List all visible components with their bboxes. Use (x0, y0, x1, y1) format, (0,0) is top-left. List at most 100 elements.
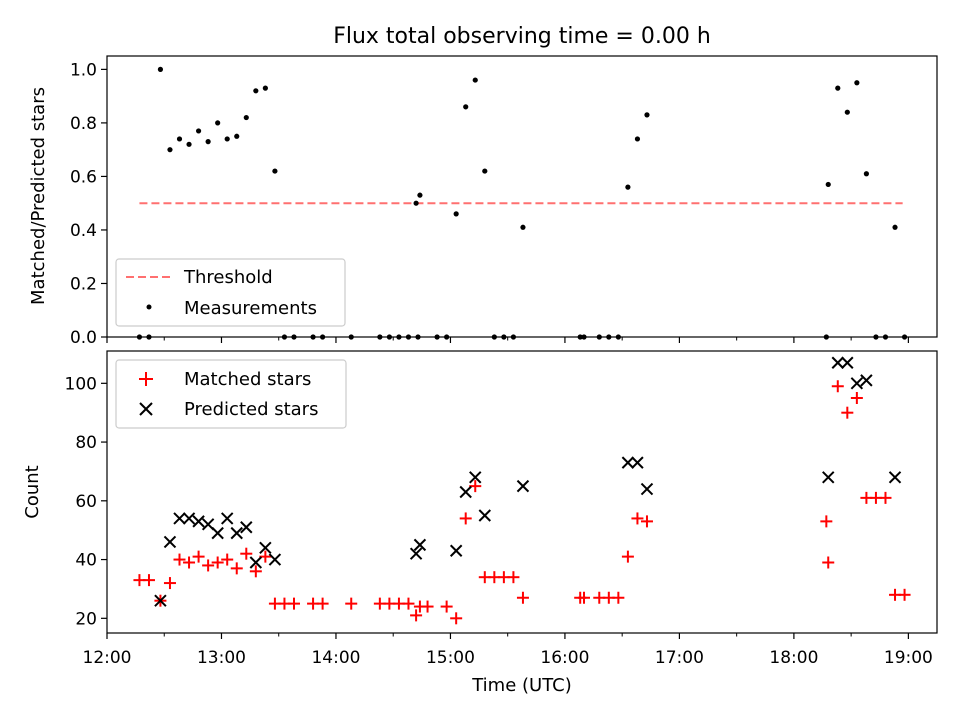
matched-star-point (240, 547, 253, 560)
legend-threshold-label: Threshold (183, 267, 273, 288)
top-axes-frame (106, 55, 938, 338)
predicted-star-point (459, 485, 472, 499)
matched-star-point (163, 577, 176, 590)
top-legend-box (115, 258, 346, 327)
bottom-y-tick-label: 60 (75, 492, 97, 512)
bottom-x-ticks: 12:00 13:00 14:00 15:00 16:00 17:00 18:00 19:00 (83, 633, 933, 668)
measurement-point (892, 224, 898, 230)
bottom-axes-frame (106, 350, 938, 634)
legend-measurements-label: Measurements (184, 298, 317, 319)
x-axis-label: Time (UTC) (471, 675, 572, 696)
measurement-point (253, 88, 259, 94)
bottom-y-tick-label: 80 (75, 433, 97, 453)
matched-star-point (316, 597, 329, 610)
measurement-point (625, 184, 631, 190)
predicted-star-point (631, 456, 644, 469)
matched-star-point (822, 556, 835, 569)
predicted-star-point (860, 374, 873, 387)
measurement-point (234, 133, 240, 139)
x-tick-label: 19:00 (884, 648, 933, 668)
bottom-legend: Matched stars Predicted stars (115, 359, 347, 429)
top-y-tick-label: 0.4 (70, 221, 97, 241)
predicted-star-point (516, 479, 530, 493)
measurement-point (863, 171, 870, 177)
measurement-point (453, 211, 459, 217)
legend-predicted-label: Predicted stars (184, 399, 318, 420)
top-y-ticks: 0.0 0.2 0.4 0.6 0.8 1.0 (70, 60, 107, 348)
x-tick-label: 16:00 (540, 648, 589, 668)
bottom-marks (133, 356, 911, 625)
matched-star-point (402, 597, 415, 610)
predicted-star-point (249, 556, 263, 569)
matched-star-point (173, 553, 186, 566)
bottom-y-ticks: 20 40 60 80 100 (65, 374, 107, 629)
matched-star-point (640, 515, 653, 528)
matched-star-point (142, 574, 155, 587)
measurement-point (472, 77, 478, 83)
predicted-star-point (268, 553, 282, 566)
matched-star-point (469, 480, 482, 493)
matched-star-point (459, 512, 472, 525)
chart-title: Flux total observing time = 0.00 h (333, 24, 711, 49)
predicted-star-point (841, 356, 854, 369)
x-tick-label: 12:00 (83, 648, 132, 668)
matched-star-point (578, 591, 591, 604)
predicted-star-point (413, 538, 427, 552)
matched-star-point (440, 600, 453, 613)
x-tick-label: 13:00 (197, 648, 246, 668)
legend-predicted-marker (139, 402, 153, 416)
predicted-star-point (640, 482, 654, 496)
bottom-legend-box (115, 359, 347, 429)
predicted-star-point (173, 512, 186, 525)
predicted-star-point (850, 377, 864, 390)
predicted-star-point (822, 471, 835, 484)
measurement-point (215, 120, 221, 126)
measurement-point (195, 128, 202, 134)
predicted-star-point (182, 512, 196, 525)
predicted-star-point (154, 594, 167, 607)
measurement-point (262, 85, 268, 91)
matched-star-point (230, 562, 243, 575)
predicted-star-point (230, 526, 243, 540)
predicted-star-point (409, 547, 423, 560)
matched-star-point (612, 591, 625, 604)
predicted-star-point (192, 515, 205, 528)
predicted-star-point (449, 544, 463, 557)
legend-matched-marker (139, 372, 153, 386)
top-y-tick-label: 0.0 (70, 328, 97, 348)
matched-star-point (850, 392, 863, 404)
top-y-tick-label: 0.6 (70, 167, 97, 187)
matched-star-point (631, 512, 644, 525)
matched-star-point (221, 553, 234, 566)
x-tick-label: 18:00 (769, 648, 818, 668)
x-tick-label: 15:00 (426, 648, 475, 668)
bottom-y-tick-label: 20 (75, 609, 97, 629)
matched-star-point (287, 597, 300, 610)
measurement-point (157, 66, 164, 72)
measurement-point (243, 114, 249, 121)
matched-star-point (450, 612, 463, 625)
legend-measurements-marker (146, 304, 152, 310)
measurement-point (854, 80, 860, 86)
top-y-axis-label: Matched/Predicted stars (28, 87, 49, 305)
matched-star-point (259, 550, 272, 563)
bottom-y-axis-label: Count (22, 465, 43, 518)
predicted-star-point (469, 471, 482, 484)
measurement-point (844, 109, 850, 115)
predicted-star-point (621, 456, 635, 469)
predicted-star-point (163, 535, 177, 549)
predicted-star-point (211, 526, 224, 540)
top-marks (136, 66, 908, 340)
predicted-star-point (478, 509, 492, 522)
matched-star-point (879, 491, 892, 504)
matched-star-point (249, 565, 262, 578)
measurement-point (413, 200, 419, 206)
matched-star-point (516, 591, 529, 604)
matched-star-point (831, 380, 844, 393)
matched-star-point (621, 550, 634, 563)
measurement-point (644, 112, 650, 118)
matched-star-point (898, 588, 911, 601)
x-tick-label: 17:00 (655, 648, 704, 668)
matched-star-point (421, 600, 434, 613)
measurement-point (482, 168, 488, 174)
